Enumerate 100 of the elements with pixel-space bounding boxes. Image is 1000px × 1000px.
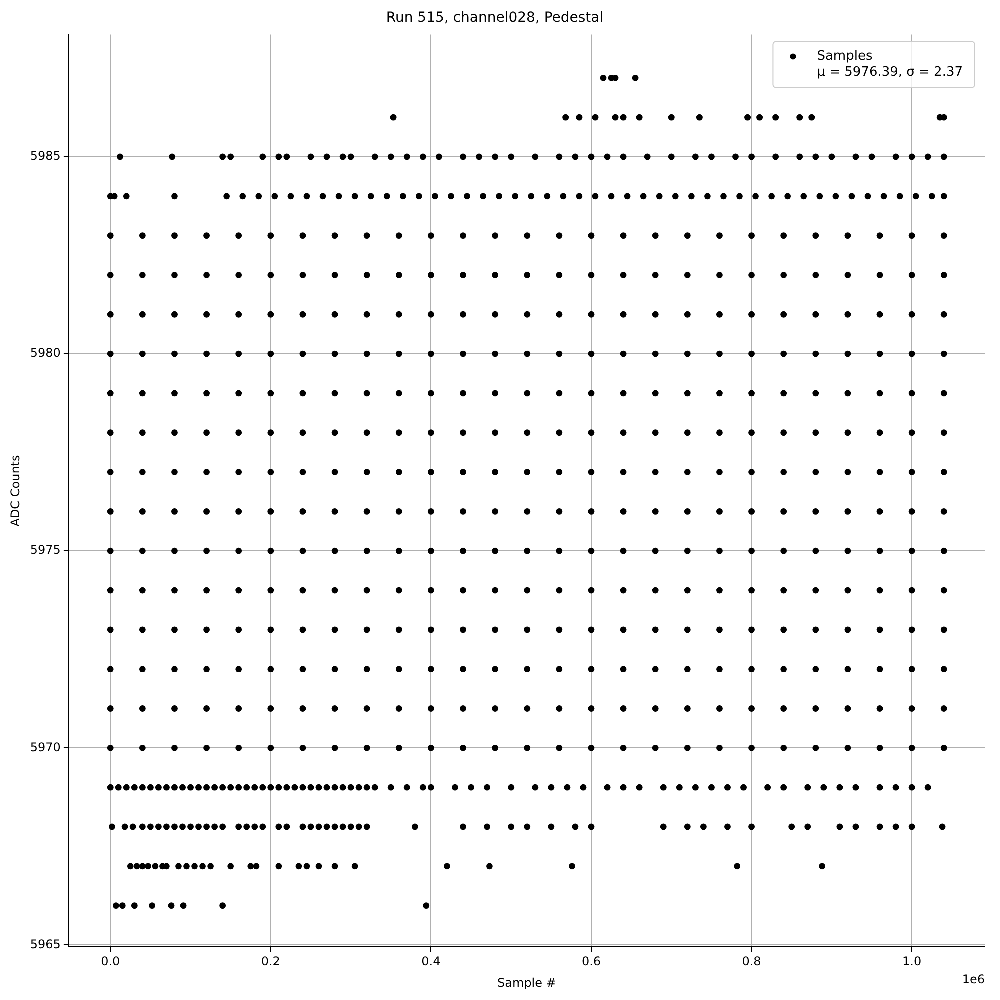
point [340, 824, 346, 830]
x-tick-label: 0.0 [101, 954, 120, 969]
point [940, 469, 948, 476]
point [684, 508, 691, 515]
point [332, 706, 338, 712]
point [172, 706, 178, 712]
point [332, 548, 338, 554]
point [556, 548, 563, 554]
point [428, 666, 434, 673]
point [780, 587, 788, 594]
point [139, 587, 146, 594]
point [852, 824, 860, 830]
point [228, 154, 234, 160]
point [748, 350, 755, 358]
point [812, 548, 820, 554]
point [588, 626, 595, 634]
point [652, 744, 659, 752]
point [145, 863, 152, 870]
point [492, 587, 499, 594]
point [172, 548, 178, 554]
point [684, 744, 691, 752]
point [940, 626, 948, 634]
point [268, 548, 274, 554]
point [556, 430, 563, 436]
point [940, 390, 948, 397]
y-tick-label: 5985 [30, 149, 61, 164]
point [107, 350, 114, 358]
point [236, 430, 242, 436]
point [428, 548, 434, 554]
point [556, 626, 563, 634]
point [576, 193, 583, 200]
point [364, 587, 370, 594]
point [624, 193, 631, 200]
point [332, 232, 338, 240]
point [672, 193, 679, 200]
point [300, 744, 306, 752]
point [748, 587, 755, 594]
point [300, 311, 306, 318]
point [620, 706, 627, 712]
point [236, 390, 242, 397]
point [780, 706, 788, 712]
point [492, 350, 499, 358]
point [780, 626, 788, 634]
point [652, 626, 659, 634]
point [192, 863, 198, 870]
point [844, 469, 852, 476]
point [620, 666, 627, 673]
y-tick-label: 5980 [30, 346, 61, 360]
point [316, 824, 322, 830]
point [308, 154, 314, 160]
point [780, 430, 788, 436]
point [772, 114, 780, 121]
point [320, 193, 326, 200]
point [400, 193, 406, 200]
point [460, 232, 466, 240]
point [300, 706, 306, 712]
point [780, 350, 788, 358]
point [107, 548, 114, 554]
point [109, 824, 116, 830]
point [204, 626, 210, 634]
point [524, 232, 531, 240]
point [139, 508, 146, 515]
point [876, 311, 884, 318]
point [908, 666, 916, 673]
point [396, 469, 402, 476]
point [588, 706, 595, 712]
point [556, 587, 563, 594]
point [524, 587, 531, 594]
point [748, 430, 755, 436]
point [780, 548, 788, 554]
point [556, 508, 563, 515]
point [844, 744, 852, 752]
point [724, 824, 731, 830]
point [588, 154, 595, 160]
point [620, 311, 627, 318]
point [876, 508, 884, 515]
point [476, 154, 482, 160]
point [168, 902, 175, 910]
point [300, 350, 306, 358]
point [272, 193, 278, 200]
point [300, 626, 306, 634]
point [908, 824, 916, 830]
point [107, 311, 114, 318]
point [460, 508, 466, 515]
point [332, 430, 338, 436]
point [296, 863, 302, 870]
point [652, 508, 659, 515]
point [300, 666, 306, 673]
point [620, 154, 627, 160]
point [244, 824, 250, 830]
point [204, 430, 210, 436]
point [204, 587, 210, 594]
point [113, 902, 120, 910]
point [908, 587, 916, 594]
point [172, 232, 178, 240]
point [172, 430, 178, 436]
point [556, 232, 563, 240]
point [404, 154, 410, 160]
point [236, 350, 242, 358]
point [836, 824, 844, 830]
